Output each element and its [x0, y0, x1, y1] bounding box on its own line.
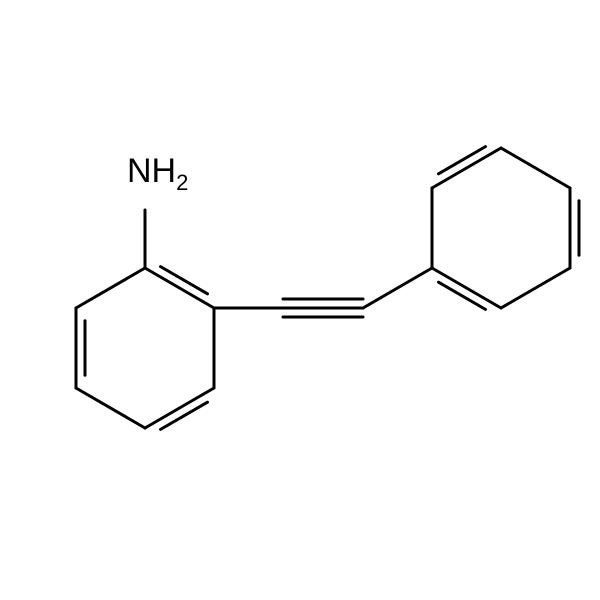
amine-label: NH2 [127, 152, 188, 195]
molecule-diagram: NH2 [0, 0, 600, 600]
